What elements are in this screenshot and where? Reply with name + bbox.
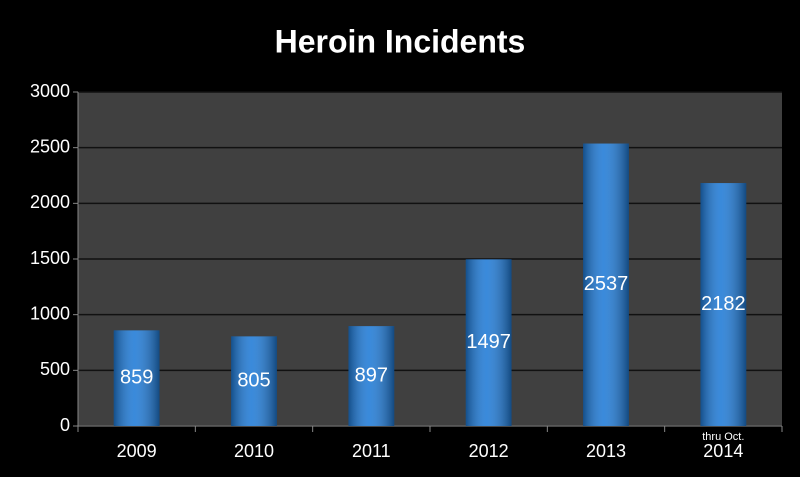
value-label: 1497 xyxy=(466,331,511,353)
x-tick-label: 2010 xyxy=(234,441,274,461)
value-label: 2182 xyxy=(701,293,746,315)
bar-shade xyxy=(231,336,277,426)
y-tick-label: 2000 xyxy=(30,192,70,212)
x-tick-label: 2011 xyxy=(352,441,391,461)
bar-shade xyxy=(113,330,160,426)
y-tick-label: 1500 xyxy=(30,248,70,268)
bar-shade xyxy=(583,143,629,426)
x-tick-label: 2013 xyxy=(586,441,626,461)
y-tick-label: 2500 xyxy=(30,136,70,156)
value-label: 805 xyxy=(237,369,270,391)
y-tick-label: 0 xyxy=(60,415,70,435)
bar-shade xyxy=(700,183,747,426)
x-tick-label: 2009 xyxy=(117,441,157,461)
value-label: 2537 xyxy=(584,273,629,295)
x-tick-label: 2012 xyxy=(469,441,509,461)
value-label: 859 xyxy=(120,366,153,388)
chart-title: Heroin Incidents xyxy=(275,23,526,59)
y-tick-label: 3000 xyxy=(30,81,70,101)
y-tick-label: 1000 xyxy=(30,303,70,323)
x-tick-label: 2014 xyxy=(703,441,743,461)
value-label: 897 xyxy=(355,364,388,386)
bar-shade xyxy=(465,259,512,426)
bar-shade xyxy=(348,326,395,426)
y-tick-label: 500 xyxy=(40,359,70,379)
annotation: thru Oct. xyxy=(702,431,744,443)
